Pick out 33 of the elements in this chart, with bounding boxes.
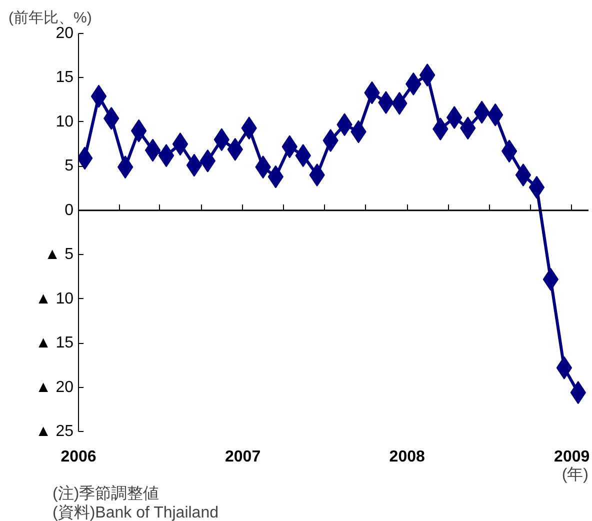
- point: [515, 164, 532, 187]
- x-tick-label: 2006: [60, 448, 96, 466]
- y-tick-label: ▲ 5: [44, 246, 74, 264]
- point: [117, 156, 134, 179]
- text: (資料)Bank of Thjailand: [52, 504, 218, 521]
- y-tick-label: ▲ 20: [35, 378, 74, 396]
- text: (注)季節調整値: [52, 484, 160, 502]
- y-tick-label: 20: [56, 25, 74, 42]
- point: [556, 356, 572, 380]
- x-tick-label: 2008: [389, 448, 425, 466]
- y-tick-label: 0: [64, 202, 74, 219]
- point: [90, 84, 107, 108]
- y-tick-label: ▲ 15: [35, 334, 74, 352]
- point: [144, 138, 161, 162]
- y-tick-label: ▲ 10: [35, 290, 74, 308]
- point: [172, 132, 188, 156]
- point: [528, 176, 545, 199]
- point: [474, 100, 490, 124]
- x-tick-label: 2007: [225, 448, 261, 466]
- point: [487, 103, 504, 126]
- y-tick-label: 5: [64, 158, 74, 175]
- x-tick-label: 2009: [554, 448, 590, 466]
- x-axis-title: (年): [562, 466, 588, 484]
- point: [501, 140, 518, 163]
- point: [186, 154, 202, 177]
- point: [130, 119, 147, 142]
- point: [200, 149, 216, 172]
- point: [158, 144, 174, 168]
- point: [542, 268, 559, 291]
- y-axis-title: (前年比、%): [8, 10, 92, 26]
- y-tick-label: 10: [56, 113, 74, 130]
- y-tick-label: ▲ 25: [35, 423, 74, 440]
- y-tick-label: 15: [56, 69, 74, 86]
